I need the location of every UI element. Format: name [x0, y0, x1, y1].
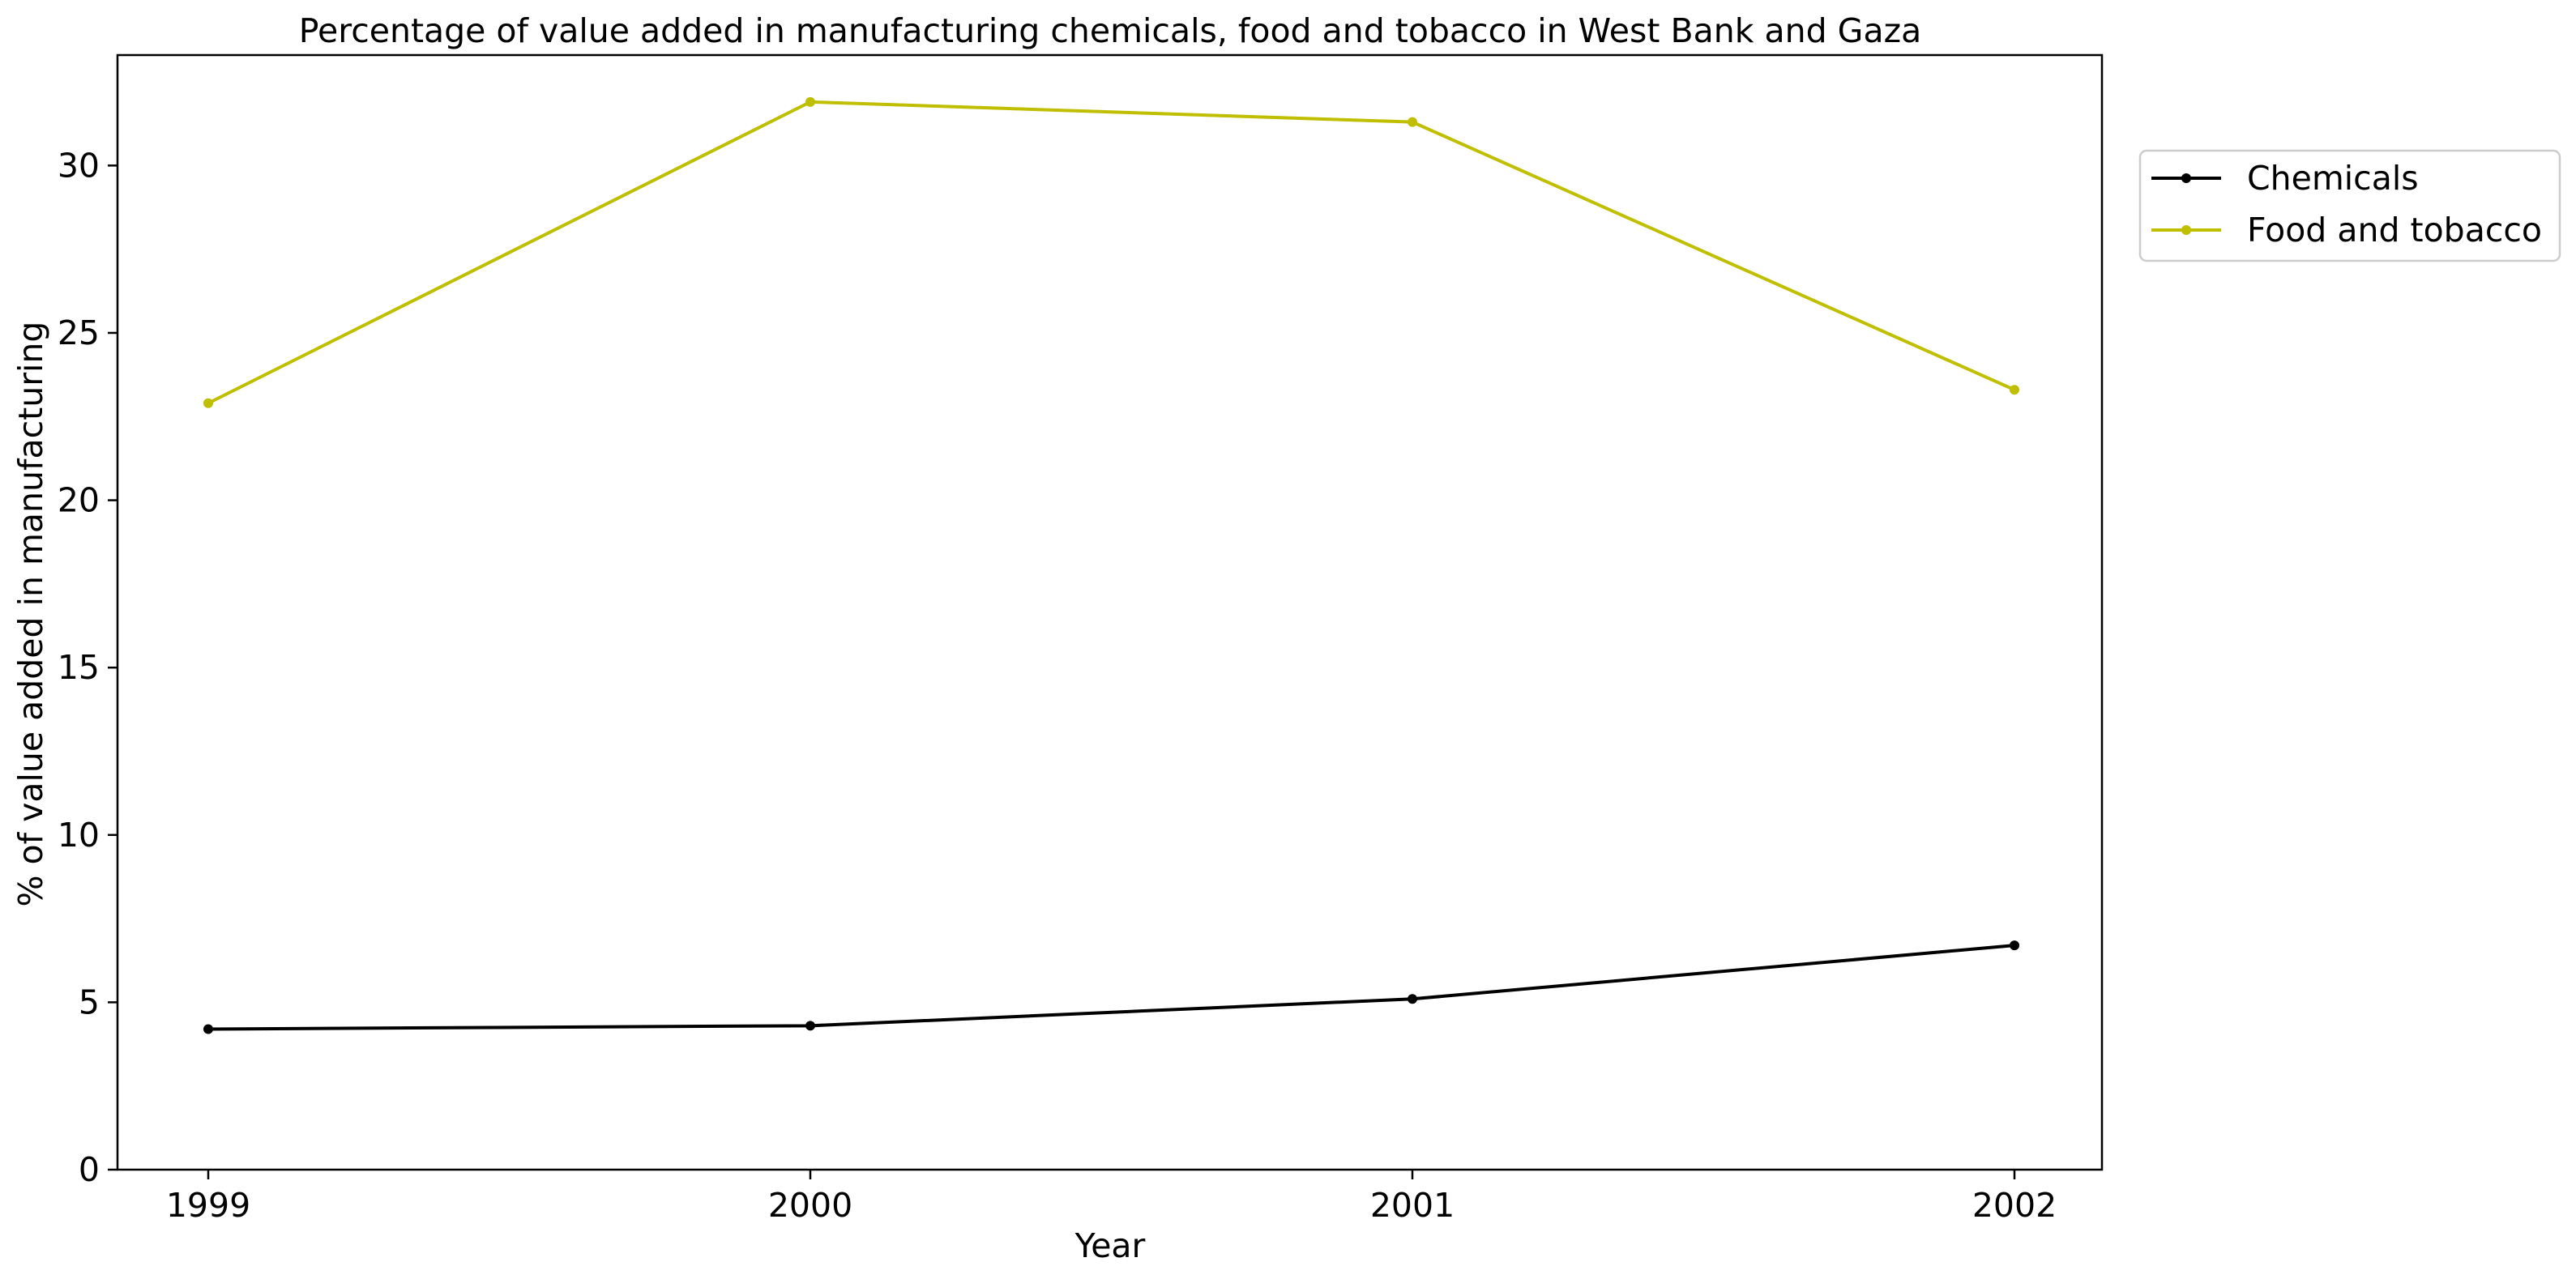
y-axis-label: % of value added in manufacturing	[11, 322, 50, 907]
legend-marker	[2181, 225, 2191, 235]
data-point-chemicals	[2010, 940, 2019, 951]
data-point-food-and-tobacco	[203, 398, 213, 408]
series-line-chemicals	[207, 944, 2015, 1031]
legend-marker	[2181, 173, 2191, 183]
y-tick-label: 15	[58, 648, 100, 687]
x-tick-label: 1999	[166, 1186, 250, 1225]
data-point-chemicals	[805, 1021, 815, 1031]
data-point-food-and-tobacco	[2010, 385, 2019, 395]
y-tick-label: 30	[58, 146, 100, 185]
legend-label: Chemicals	[2247, 159, 2419, 198]
x-tick-label: 2001	[1370, 1186, 1455, 1225]
data-point-chemicals	[203, 1024, 213, 1034]
y-tick-label: 5	[79, 983, 100, 1021]
y-tick-label: 0	[79, 1150, 100, 1189]
data-point-food-and-tobacco	[1408, 117, 1417, 127]
x-axis-label: Year	[1074, 1226, 1146, 1265]
y-tick-label: 25	[58, 313, 100, 352]
y-tick-label: 10	[58, 816, 100, 855]
x-tick-label: 2000	[768, 1186, 852, 1225]
plot-frame	[116, 53, 2104, 1171]
data-point-chemicals	[1408, 994, 1417, 1004]
legend: Chemicals Food and tobacco	[2138, 149, 2561, 262]
chart-title: Percentage of value added in manufacturi…	[299, 11, 1921, 50]
legend-box	[2138, 149, 2561, 262]
data-point-food-and-tobacco	[805, 96, 815, 107]
x-tick-label: 2002	[1972, 1186, 2057, 1225]
y-tick-label: 20	[58, 481, 100, 520]
series-line-food-and-tobacco	[207, 100, 2015, 405]
plot-area: 0 5 10 15 20 25 30 1999 2000 2001 2002	[58, 53, 2104, 1225]
legend-label: Food and tobacco	[2247, 211, 2542, 249]
